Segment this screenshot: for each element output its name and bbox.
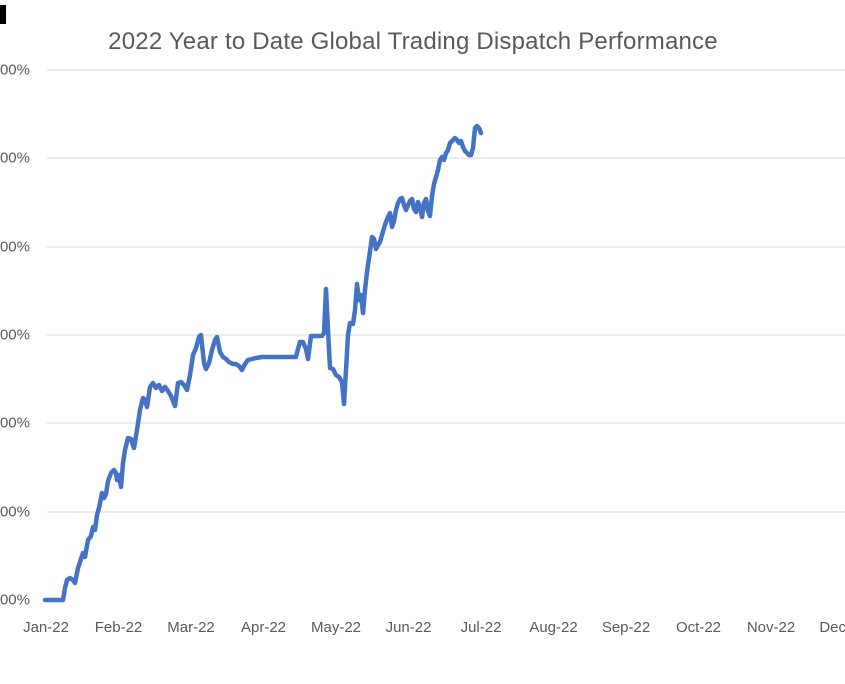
y-axis-label: 00% — [0, 591, 30, 609]
x-axis-label: Jun-22 — [385, 619, 432, 636]
x-axis-label: Dec-22 — [819, 619, 845, 636]
x-axis-label: May-22 — [310, 619, 362, 636]
x-axis-label: Sep-22 — [601, 619, 651, 636]
x-axis-label: Nov-22 — [746, 619, 796, 636]
gridlines — [47, 69, 845, 513]
y-axis-label: 00% — [0, 414, 30, 432]
y-axis-label: 00% — [0, 326, 30, 344]
x-axis-label: Jan-22 — [23, 619, 69, 636]
series-line — [42, 123, 484, 603]
x-axis-label: Mar-22 — [167, 619, 215, 636]
window-edge-artifact — [0, 5, 6, 24]
y-axis-label: 00% — [0, 238, 30, 256]
x-axis-label: Aug-22 — [529, 619, 578, 636]
y-axis-label: 00% — [0, 149, 30, 167]
x-axis-label: Feb-22 — [94, 619, 143, 636]
x-axis-label: Apr-22 — [240, 619, 287, 636]
y-axis-label: 00% — [0, 503, 30, 521]
y-axis-label: 00% — [0, 61, 30, 79]
x-axis-label: Jul-22 — [460, 619, 502, 636]
chart-title: 2022 Year to Date Global Trading Dispatc… — [108, 28, 718, 55]
x-axis-label: Oct-22 — [675, 619, 722, 636]
